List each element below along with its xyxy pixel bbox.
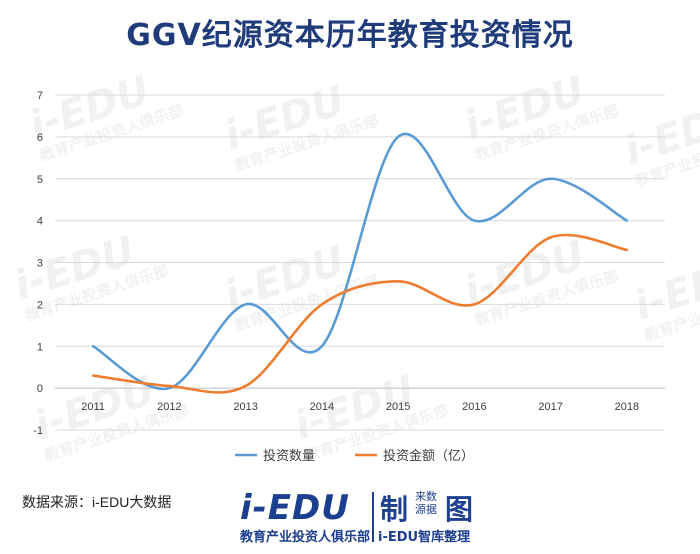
y-tick-label: 2 — [37, 299, 43, 311]
y-tick-label: 4 — [37, 216, 43, 228]
y-tick-label: 1 — [37, 341, 43, 353]
y-tick-label: 0 — [37, 383, 43, 395]
brand-slogan: 教育产业投资人俱乐部 — [240, 530, 371, 545]
legend-label-1: 投资数量 — [263, 448, 315, 464]
y-tick-label: 6 — [37, 132, 43, 144]
x-tick-label: 2013 — [233, 401, 257, 413]
y-tick-label: 7 — [37, 90, 43, 102]
brand-zhi: 制 — [380, 493, 409, 526]
x-tick-label: 2018 — [615, 401, 639, 413]
brand-tu: 图 — [445, 493, 474, 526]
brand-subline: i-EDU智库整理 — [378, 530, 471, 545]
x-tick-label: 2012 — [157, 401, 181, 413]
brand-footer: i-EDU 教育产业投资人俱乐部 制 来数 源据 图 i-EDU智库整理 — [240, 488, 480, 548]
series-line-1 — [91, 132, 629, 391]
chart-title: GGV纪源资本历年教育投资情况 — [126, 18, 574, 53]
series-lines — [91, 132, 629, 394]
x-tick-label: 2017 — [538, 401, 562, 413]
x-tick-label: 2014 — [310, 401, 334, 413]
y-tick-label: 5 — [37, 174, 43, 186]
x-tick-label: 2011 — [81, 401, 105, 413]
legend-label-2: 投资金额（亿） — [383, 448, 474, 464]
x-tick-label: 2016 — [462, 401, 486, 413]
y-axis-ticks: -1 0 1 2 3 4 5 6 7 — [33, 90, 43, 437]
series-line-2 — [91, 233, 629, 394]
y-tick-label: -1 — [33, 425, 43, 437]
data-source-note: 数据来源：i-EDU大数据 — [22, 494, 172, 510]
legend: 投资数量 投资金额（亿） — [235, 448, 474, 464]
y-tick-label: 3 — [37, 258, 43, 270]
brand-logo: i-EDU — [240, 488, 350, 528]
brand-small-text: 来数 源据 — [415, 490, 445, 516]
brand-small-bottom: 源据 — [415, 503, 437, 516]
x-axis-ticks: 2011 2012 2013 2014 2015 2016 2017 2018 — [81, 401, 639, 413]
x-tick-label: 2015 — [386, 401, 410, 413]
brand-divider — [372, 492, 374, 542]
brand-small-top: 来数 — [415, 490, 437, 503]
